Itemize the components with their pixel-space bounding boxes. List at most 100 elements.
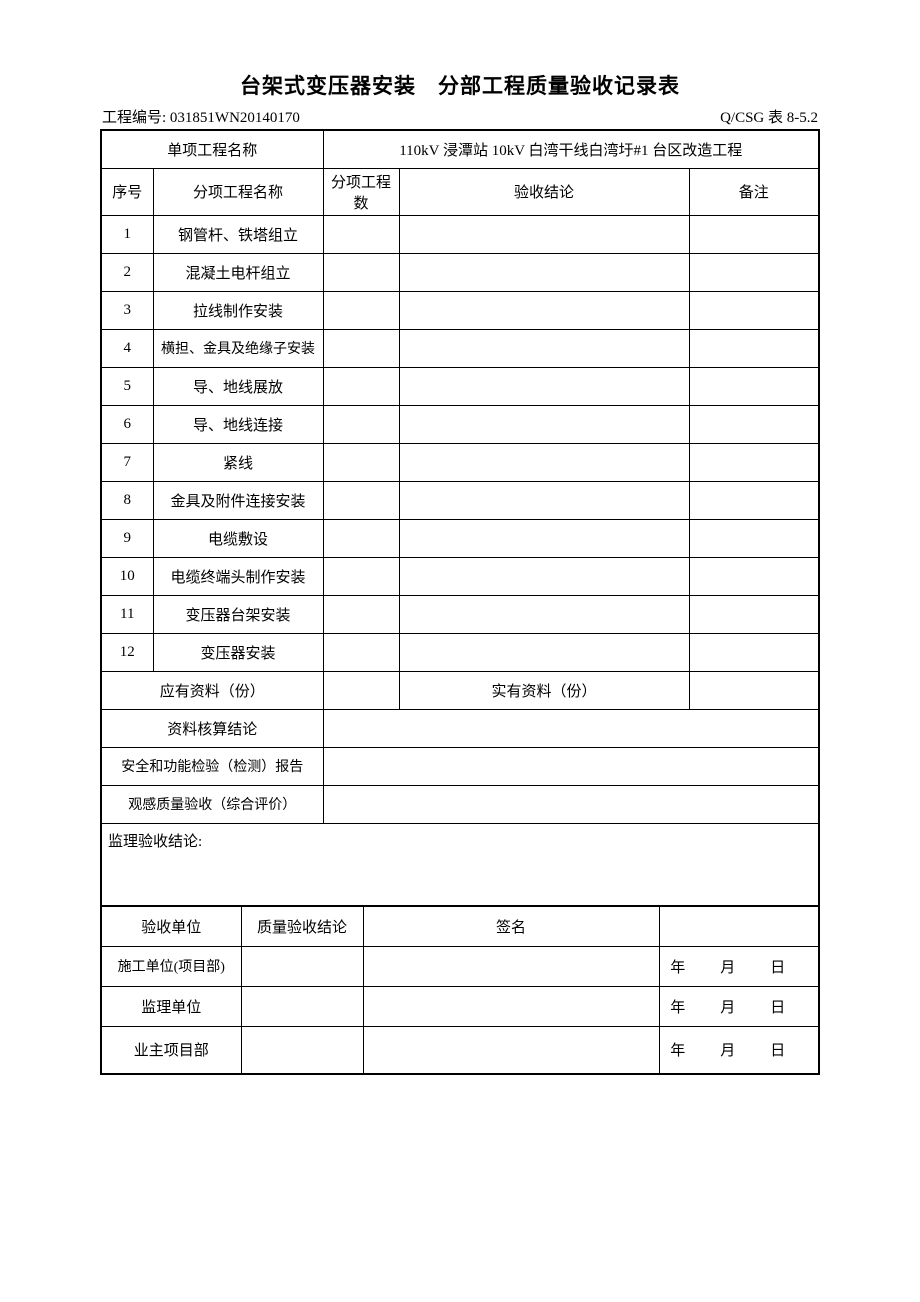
should-docs-row: 应有资料（份） 实有资料（份） [101,671,819,709]
item-note [689,557,819,595]
sig-row: 业主项目部 年 月 日 [101,1026,819,1074]
item-count [323,367,399,405]
item-name: 电缆敷设 [153,519,323,557]
project-number-label: 工程编号: [102,110,166,126]
item-row: 6导、地线连接 [101,405,819,443]
item-name: 混凝土电杆组立 [153,253,323,291]
item-name: 钢管杆、铁塔组立 [153,215,323,253]
item-seq: 12 [101,633,153,671]
item-count [323,291,399,329]
item-conclusion [399,253,689,291]
visual-row: 观感质量验收（综合评价） [101,785,819,823]
item-note [689,481,819,519]
project-number-value: 031851WN20140170 [170,110,300,126]
signature-table: 验收单位 质量验收结论 签名 施工单位(项目部) 年 月 日 监理单位 年 月 … [100,906,820,1076]
doc-check-row: 资料核算结论 [101,709,819,747]
doc-check-value [323,709,819,747]
item-conclusion [399,557,689,595]
sig-date: 年 月 日 [659,946,819,986]
project-name-value: 110kV 浸潭站 10kV 白湾干线白湾圩#1 台区改造工程 [323,130,819,168]
item-note [689,253,819,291]
item-count [323,519,399,557]
item-count [323,215,399,253]
sig-sign [363,1026,659,1074]
item-conclusion [399,291,689,329]
sig-unit: 施工单位(项目部) [101,946,241,986]
item-name: 电缆终端头制作安装 [153,557,323,595]
sig-quality-header: 质量验收结论 [241,906,363,946]
sig-sign [363,986,659,1026]
item-seq: 1 [101,215,153,253]
item-row: 9电缆敷设 [101,519,819,557]
col-name: 分项工程名称 [153,168,323,215]
item-row: 5导、地线展放 [101,367,819,405]
item-row: 8金具及附件连接安装 [101,481,819,519]
sig-sign [363,946,659,986]
actual-docs-value [689,671,819,709]
item-seq: 10 [101,557,153,595]
item-note [689,595,819,633]
item-conclusion [399,405,689,443]
item-note [689,367,819,405]
item-row: 1钢管杆、铁塔组立 [101,215,819,253]
sig-unit-header: 验收单位 [101,906,241,946]
item-name: 金具及附件连接安装 [153,481,323,519]
item-name: 变压器安装 [153,633,323,671]
safety-row: 安全和功能检验（检测）报告 [101,747,819,785]
should-docs-label: 应有资料（份） [101,671,323,709]
item-note [689,291,819,329]
item-conclusion [399,443,689,481]
form-title: 台架式变压器安装 分部工程质量验收记录表 [100,70,820,100]
item-conclusion [399,367,689,405]
item-note [689,215,819,253]
sig-date: 年 月 日 [659,986,819,1026]
item-seq: 9 [101,519,153,557]
column-header-row: 序号 分项工程名称 分项工程数 验收结论 备注 [101,168,819,215]
item-seq: 5 [101,367,153,405]
col-count: 分项工程数 [323,168,399,215]
item-name: 横担、金具及绝缘子安装 [153,329,323,367]
supervision-conclusion: 监理验收结论: [100,824,820,906]
sig-row: 施工单位(项目部) 年 月 日 [101,946,819,986]
header-row: 工程编号: 031851WN20140170 Q/CSG 表 8-5.2 [100,106,820,127]
item-seq: 11 [101,595,153,633]
project-number: 工程编号: 031851WN20140170 [102,106,300,127]
doc-check-label: 资料核算结论 [101,709,323,747]
item-row: 2混凝土电杆组立 [101,253,819,291]
item-row: 4横担、金具及绝缘子安装 [101,329,819,367]
visual-label: 观感质量验收（综合评价） [101,785,323,823]
item-conclusion [399,633,689,671]
project-name-row: 单项工程名称 110kV 浸潭站 10kV 白湾干线白湾圩#1 台区改造工程 [101,130,819,168]
main-table: 单项工程名称 110kV 浸潭站 10kV 白湾干线白湾圩#1 台区改造工程 序… [100,129,820,824]
sig-quality [241,1026,363,1074]
visual-value [323,785,819,823]
item-conclusion [399,595,689,633]
sig-unit: 监理单位 [101,986,241,1026]
item-seq: 4 [101,329,153,367]
item-count [323,557,399,595]
item-row: 7紧线 [101,443,819,481]
item-count [323,595,399,633]
item-note [689,443,819,481]
actual-docs-label: 实有资料（份） [399,671,689,709]
item-conclusion [399,481,689,519]
item-note [689,633,819,671]
item-seq: 7 [101,443,153,481]
item-note [689,329,819,367]
item-count [323,443,399,481]
item-count [323,405,399,443]
item-name: 导、地线展放 [153,367,323,405]
item-row: 12变压器安装 [101,633,819,671]
item-conclusion [399,215,689,253]
item-row: 3拉线制作安装 [101,291,819,329]
item-seq: 6 [101,405,153,443]
item-name: 导、地线连接 [153,405,323,443]
sig-header-row: 验收单位 质量验收结论 签名 [101,906,819,946]
item-name: 拉线制作安装 [153,291,323,329]
item-count [323,253,399,291]
col-note: 备注 [689,168,819,215]
sig-sign-header: 签名 [363,906,659,946]
safety-value [323,747,819,785]
col-conclusion: 验收结论 [399,168,689,215]
item-conclusion [399,329,689,367]
